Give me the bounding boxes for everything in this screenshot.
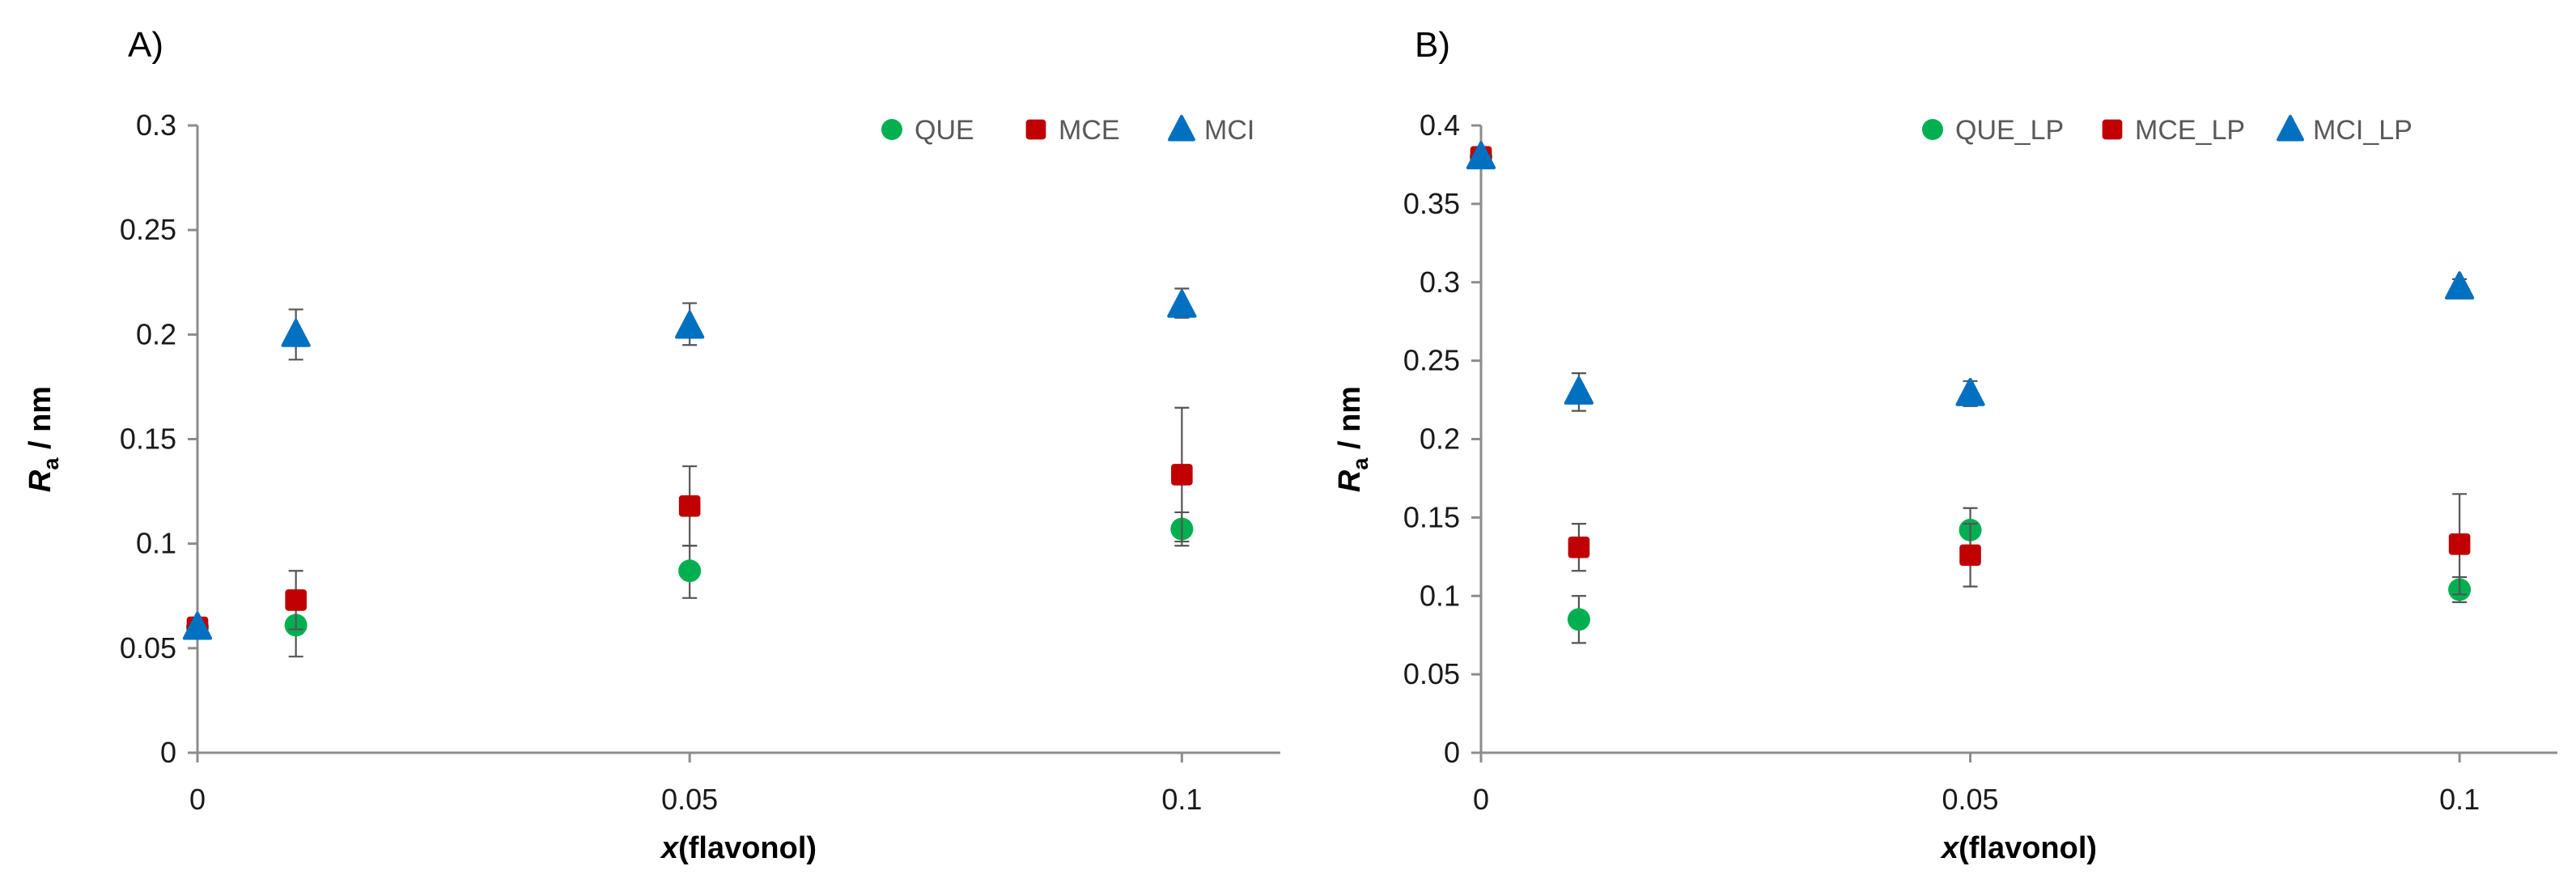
y-tick-label: 0.15	[120, 423, 176, 456]
legend-label-mci: MCI	[1204, 115, 1254, 146]
data-point-mce-lp	[1568, 536, 1590, 558]
x-tick-label: 0.05	[1942, 783, 1999, 816]
data-point-que-lp	[1567, 608, 1590, 631]
x-axis-title: x(flavonol)	[1940, 831, 2097, 865]
panel-label: B)	[1415, 25, 1450, 65]
y-tick-label: 0.2	[1420, 423, 1460, 456]
y-tick-label: 0	[1444, 736, 1460, 769]
legend-label-que: QUE	[915, 115, 974, 146]
data-point-mce	[678, 495, 701, 517]
x-tick-label: 0.1	[1161, 783, 1202, 816]
legend-marker-mci-lp	[2277, 114, 2304, 142]
x-tick-label: 0	[1473, 783, 1489, 816]
data-point-mci-lp	[1466, 141, 1496, 170]
y-axis-title: Ra / nm	[1333, 386, 1373, 492]
data-point-mci	[1167, 289, 1197, 318]
legend-marker-que-lp	[1922, 119, 1943, 140]
series-mci-lp	[1466, 141, 2475, 412]
y-tick-label: 0.3	[1420, 265, 1460, 299]
legend-label-que-lp: QUE_LP	[1955, 115, 2064, 146]
y-tick-label: 0.05	[1403, 657, 1460, 690]
x-tick-label: 0.05	[661, 783, 718, 816]
data-point-que	[678, 559, 702, 583]
y-tick-label: 0.35	[1403, 187, 1460, 220]
y-axis-title: Ra / nm	[23, 386, 63, 492]
legend: QUE MCE MCI	[881, 114, 1254, 146]
panel-label: A)	[128, 25, 163, 65]
y-tick-label: 0.3	[136, 108, 176, 142]
y-tick-label: 0.15	[1403, 500, 1460, 533]
legend-label-mce-lp: MCE_LP	[2135, 115, 2245, 146]
y-tick-label: 0.25	[120, 213, 176, 246]
legend-label-mci-lp: MCI_LP	[2313, 115, 2413, 146]
data-point-mce	[1171, 464, 1193, 486]
panel-a: A) 0 0.05 0.1 0.15 0.2 0.25 0.3 0 0.05 0.1 x(flavon…	[23, 25, 1280, 865]
y-tick-label: 0.1	[136, 527, 176, 560]
series-mci	[182, 287, 1197, 640]
data-point-mce-lp	[1959, 544, 1981, 567]
legend-marker-mci	[1168, 114, 1195, 142]
y-tick-label: 0.4	[1420, 108, 1460, 142]
legend-marker-que	[881, 119, 902, 140]
legend: QUE_LP MCE_LP MCI_LP	[1922, 114, 2413, 146]
y-tick-label: 0.1	[1420, 579, 1460, 612]
data-point-mce-lp	[2448, 533, 2471, 555]
x-tick-label: 0	[189, 783, 206, 816]
panel-b: B) 0 0.05 0.1 0.15 0.2 0.25 0.3 0.35 0.4 0 0.05 0.1 x…	[1333, 25, 2557, 865]
data-point-mci-lp	[2444, 271, 2475, 300]
y-tick-label: 0.25	[1403, 344, 1460, 377]
legend-marker-mce-lp	[2102, 119, 2123, 140]
legend-label-mce: MCE	[1059, 115, 1120, 146]
data-point-mci	[675, 310, 705, 339]
legend-marker-mce	[1025, 119, 1046, 140]
data-point-mci-lp	[1564, 376, 1594, 405]
y-tick-label: 0.2	[136, 317, 176, 350]
data-point-mci	[182, 611, 213, 640]
x-axis-title: x(flavonol)	[660, 831, 817, 865]
y-tick-label: 0.05	[120, 631, 176, 665]
x-tick-label: 0.1	[2439, 783, 2480, 816]
series-mce	[186, 406, 1193, 639]
data-point-mci-lp	[1955, 377, 1985, 406]
y-tick-label: 0	[160, 736, 176, 769]
series-mce-lp	[1470, 146, 2471, 596]
data-point-mci	[281, 318, 311, 347]
data-point-mce	[285, 589, 307, 611]
